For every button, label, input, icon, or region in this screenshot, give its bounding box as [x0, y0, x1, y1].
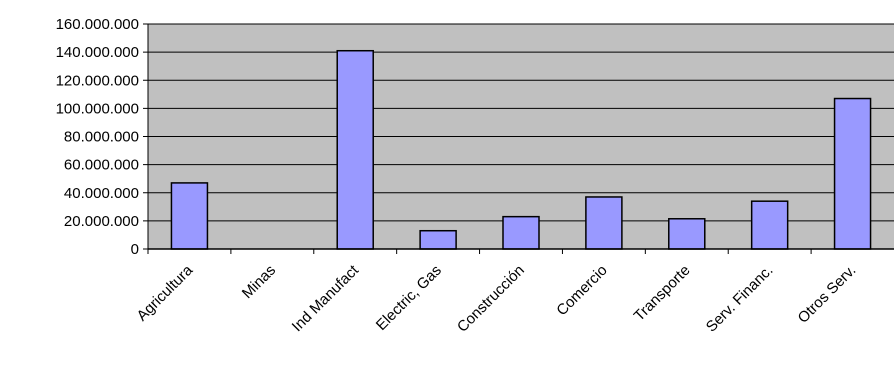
x-tick-label: Construcción — [454, 262, 528, 336]
bar — [170, 182, 209, 250]
bar — [833, 97, 872, 250]
y-tick-label: 140.000.000 — [56, 44, 139, 61]
y-tick-labels: 0 20.000.000 40.000.000 60.000.000 80.000.00… — [56, 16, 139, 258]
bar — [668, 218, 706, 250]
bar — [336, 49, 374, 250]
y-tick-label: 100.000.000 — [56, 100, 139, 117]
y-tick-label: 0 — [131, 241, 139, 258]
y-tick-label: 20.000.000 — [64, 213, 139, 230]
y-tick-label: 80.000.000 — [64, 129, 139, 146]
bar — [419, 229, 457, 250]
bars — [170, 49, 872, 250]
x-tick-label: Minas — [239, 262, 279, 302]
x-tick-label: Otros Serv. — [795, 262, 860, 327]
x-tick-label: Ind Manufact — [289, 261, 363, 335]
x-tick-label: Comercio — [553, 262, 610, 319]
bar — [502, 215, 540, 250]
y-tick-label: 60.000.000 — [64, 157, 139, 174]
x-tick-label: Transporte — [631, 262, 694, 325]
x-tick-label: Electric, Gas — [373, 262, 445, 334]
y-tick-label: 120.000.000 — [56, 72, 139, 89]
bar — [585, 196, 623, 250]
x-tick-labels: Agricultura Minas Ind Manufact Electric, Ga… — [134, 261, 860, 336]
axes — [143, 23, 894, 254]
x-tick-label: Agricultura — [134, 261, 197, 324]
y-tick-label: 160.000.000 — [56, 16, 139, 33]
bar — [750, 200, 789, 250]
x-tick-label: Serv. Financ. — [703, 262, 777, 336]
y-tick-label: 40.000.000 — [64, 185, 139, 202]
